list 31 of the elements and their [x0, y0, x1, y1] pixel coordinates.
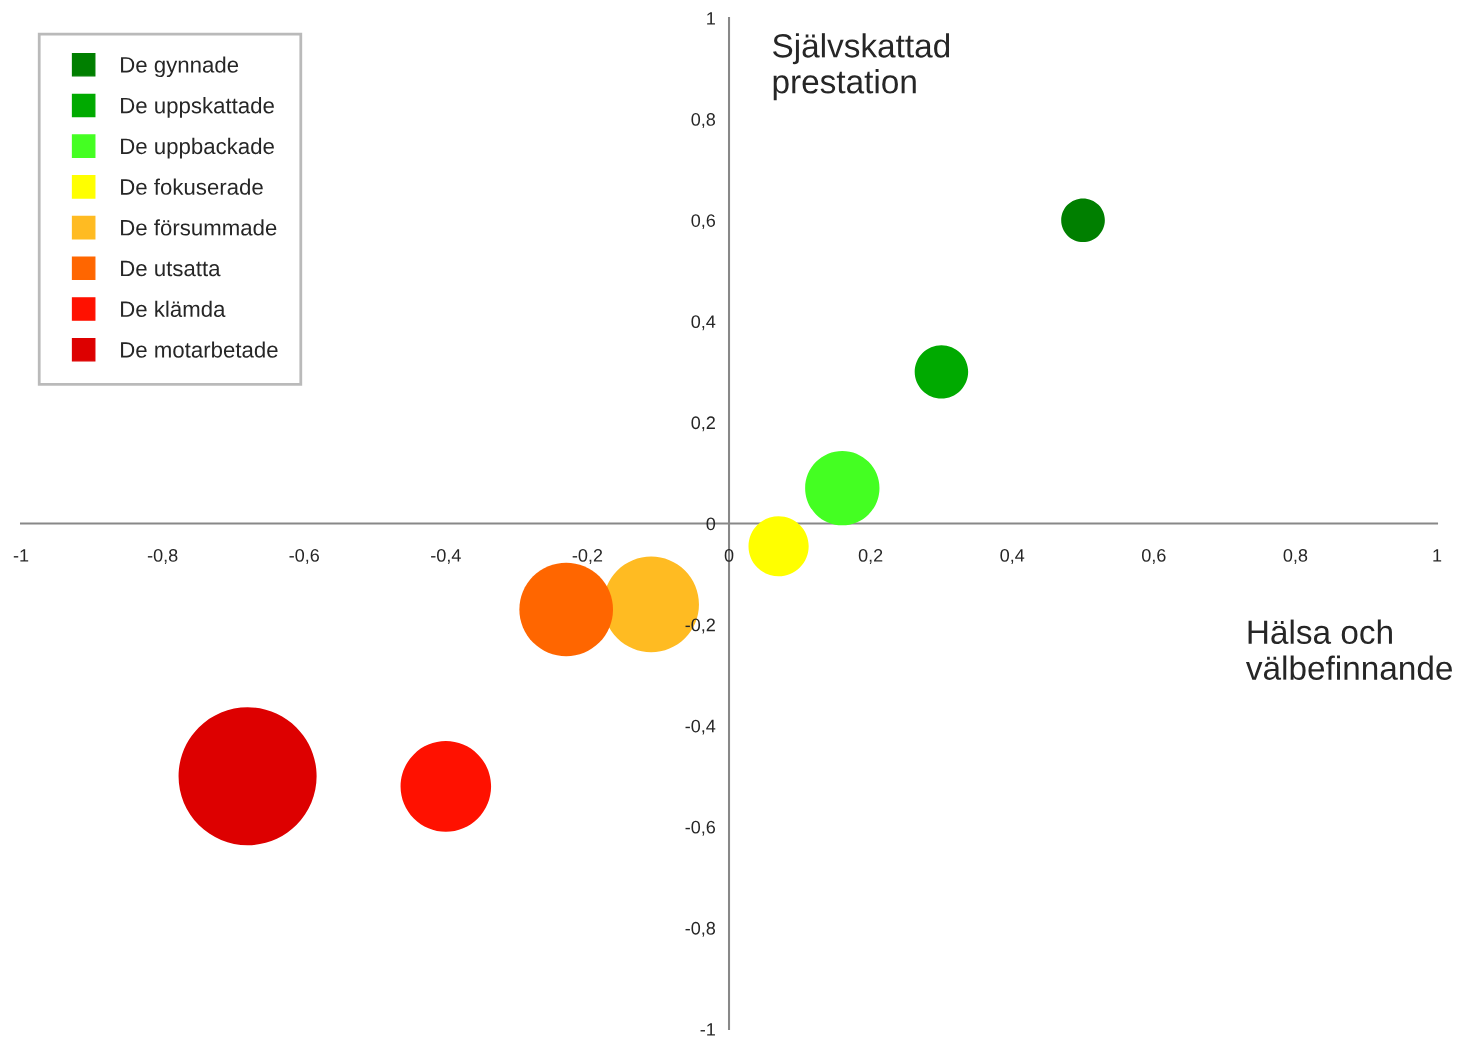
legend-label: De utsatta — [121, 260, 221, 277]
y-tick-label: -0,4 — [685, 719, 716, 735]
x-tick-label: 0,8 — [1283, 549, 1308, 564]
y-tick-label: -0,8 — [685, 921, 716, 937]
x-axis-title: Hälsa och välbefinnande — [1245, 619, 1452, 680]
y-tick-label: 0 — [706, 517, 716, 531]
x-tick-label: -0,8 — [147, 549, 178, 564]
x-tick-label: 0 — [724, 549, 734, 562]
x-tick-label: 1 — [1433, 549, 1442, 562]
legend-label: De gynnade — [121, 56, 239, 78]
y-tick-label: 0,8 — [691, 113, 716, 128]
y-axis-title: Självskattad prestation — [773, 33, 950, 101]
legend-label: De klämda — [121, 300, 226, 318]
x-tick-label: -0,6 — [289, 549, 319, 564]
legend-label: De motarbetade — [121, 341, 278, 358]
x-tick-label: -1 — [13, 549, 29, 562]
x-tick-label: -0,4 — [431, 549, 461, 564]
legend-label: De uppskattade — [121, 97, 274, 118]
y-tick-label: 0,2 — [691, 416, 715, 432]
y-tick-label: -1 — [700, 1023, 715, 1036]
x-tick-label: -0,2 — [572, 549, 603, 564]
y-tick-label: 1 — [707, 12, 715, 25]
legend-label: De fokuserade — [121, 178, 263, 195]
legend-label: De försummade — [121, 219, 277, 236]
legend-label: De uppbackade — [121, 137, 274, 159]
x-tick-label: 0,6 — [1141, 549, 1166, 564]
x-tick-label: 0,2 — [858, 549, 883, 564]
y-tick-label: 0,4 — [691, 315, 716, 331]
y-tick-label: -0,6 — [685, 820, 716, 836]
y-tick-label: 0,6 — [691, 214, 716, 230]
x-tick-label: 0,4 — [1000, 549, 1025, 564]
